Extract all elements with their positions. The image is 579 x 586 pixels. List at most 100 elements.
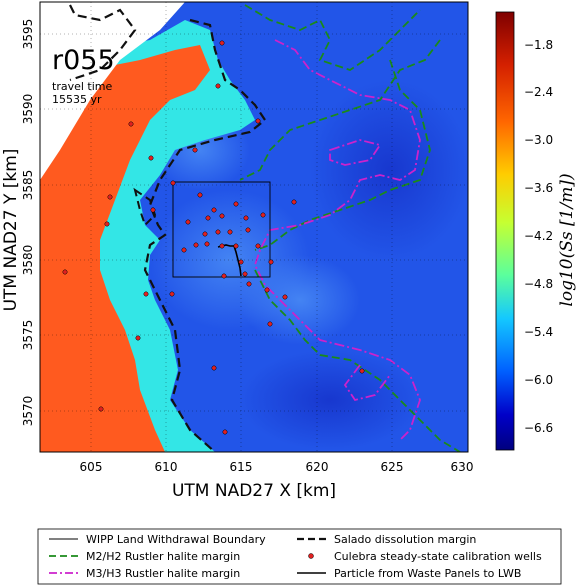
- well-marker: [219, 40, 225, 46]
- well-marker: [222, 429, 228, 435]
- well-marker: [255, 243, 261, 249]
- m2-h2-halite-margin: [244, 4, 461, 452]
- well-marker: [135, 335, 141, 341]
- well-marker: [193, 242, 199, 248]
- legend: WIPP Land Withdrawal Boundary Salado dis…: [37, 528, 562, 585]
- well-marker: [291, 199, 297, 205]
- colorbar-gradient: [495, 11, 515, 451]
- well-marker: [264, 287, 270, 293]
- legend-label: WIPP Land Withdrawal Boundary: [86, 533, 266, 546]
- legend-label: Salado dissolution margin: [334, 533, 476, 546]
- y-tick-label: 3585: [21, 170, 35, 201]
- well-marker: [255, 118, 261, 124]
- colorbar-tick-label: −5.4: [524, 325, 553, 339]
- well-marker: [243, 215, 249, 221]
- well-marker: [170, 180, 176, 186]
- x-tick-label: 605: [80, 460, 103, 474]
- well-marker: [62, 269, 68, 275]
- well-marker: [267, 321, 273, 327]
- field-variation: [240, 255, 360, 345]
- colorbar: −1.8 −2.4 −3.0 −3.6 −4.2 −4.8 −5.4 −6.0 …: [495, 11, 577, 451]
- well-marker: [169, 291, 175, 297]
- legend-label: M2/H2 Rustler halite margin: [86, 550, 240, 563]
- travel-time-value: 15535 yr: [52, 93, 102, 106]
- well-marker: [211, 207, 217, 213]
- x-tick-label: 610: [155, 460, 178, 474]
- x-axis-label: UTM NAD27 X [km]: [172, 481, 336, 501]
- well-marker: [197, 192, 203, 198]
- colorbar-tick-label: −3.0: [524, 133, 553, 147]
- m2-h2-halite-margin: [239, 39, 441, 181]
- well-marker: [128, 121, 134, 127]
- legend-label: Particle from Waste Panels to LWB: [334, 567, 521, 580]
- well-marker: [219, 243, 225, 249]
- well-marker: [104, 221, 110, 227]
- colorbar-tick-label: −4.2: [524, 229, 553, 243]
- well-marker: [242, 271, 248, 277]
- well-marker: [211, 365, 217, 371]
- well-marker: [202, 231, 208, 237]
- well-marker: [107, 194, 113, 200]
- well-marker: [205, 215, 211, 221]
- well-marker: [192, 147, 198, 153]
- well-marker: [268, 259, 274, 265]
- legend-swatch-wells: [308, 553, 314, 559]
- well-marker: [227, 229, 233, 235]
- well-marker: [219, 213, 225, 219]
- well-marker: [282, 294, 288, 300]
- well-marker: [221, 273, 227, 279]
- no-data-region: [40, 2, 185, 180]
- map-panel: [40, 2, 468, 452]
- x-tick-label: 620: [306, 460, 329, 474]
- colorbar-tick-label: −3.6: [524, 181, 553, 195]
- y-axis: 3570 3575 3580 3585 3590 3595 UTM NAD27 …: [1, 19, 35, 427]
- map-frame: [39, 1, 469, 453]
- x-tick-label: 630: [451, 460, 474, 474]
- m3-h3-halite-margin: [254, 39, 421, 441]
- colorbar-tick-label: −4.8: [524, 277, 553, 291]
- well-marker: [150, 207, 156, 213]
- field-variation: [240, 350, 420, 450]
- y-tick-label: 3580: [21, 245, 35, 276]
- colorbar-tick-label: −6.6: [524, 421, 553, 435]
- well-marker: [148, 155, 154, 161]
- well-marker: [245, 227, 251, 233]
- high-storativity-zone: [40, 45, 210, 452]
- x-axis: 605 610 615 620 625 630 UTM NAD27 X [km]: [80, 460, 474, 501]
- y-tick-label: 3570: [21, 396, 35, 427]
- salado-dissolution-margin: [69, 4, 267, 452]
- well-marker: [215, 229, 221, 235]
- well-marker: [233, 201, 239, 207]
- legend-label: Culebra steady-state calibration wells: [334, 550, 542, 563]
- well-marker: [185, 219, 191, 225]
- m3-h3-halite-margin: [329, 139, 382, 166]
- y-tick-label: 3575: [21, 320, 35, 351]
- m3-h3-halite-margin: [343, 364, 391, 402]
- well-marker: [215, 83, 221, 89]
- colorbar-tick-label: −2.4: [524, 85, 553, 99]
- colorbar-tick-label: −6.0: [524, 373, 553, 387]
- y-tick-label: 3595: [21, 19, 35, 50]
- salado-dissolution-margin: [133, 187, 157, 227]
- well-marker: [204, 241, 210, 247]
- run-id-label: r055: [52, 45, 115, 76]
- well-marker: [233, 243, 239, 249]
- x-tick-label: 615: [230, 460, 253, 474]
- wipp-land-withdrawal-boundary: [172, 181, 271, 278]
- well-marker: [260, 212, 266, 218]
- colorbar-label: log10(Ss [1/m]): [557, 173, 577, 306]
- well-marker: [98, 406, 104, 412]
- calibration-wells: [62, 40, 365, 435]
- y-tick-label: 3590: [21, 94, 35, 125]
- y-axis-label: UTM NAD27 Y [km]: [1, 149, 21, 312]
- travel-time-label: travel time: [52, 80, 112, 93]
- well-marker: [246, 281, 252, 287]
- field-variation: [310, 80, 468, 260]
- well-marker: [359, 368, 365, 374]
- well-marker: [181, 247, 187, 253]
- legend-label: M3/H3 Rustler halite margin: [86, 567, 240, 580]
- well-marker: [143, 291, 149, 297]
- colorbar-tick-label: −1.8: [524, 38, 553, 52]
- gridlines: [40, 2, 468, 452]
- x-tick-label: 625: [381, 460, 404, 474]
